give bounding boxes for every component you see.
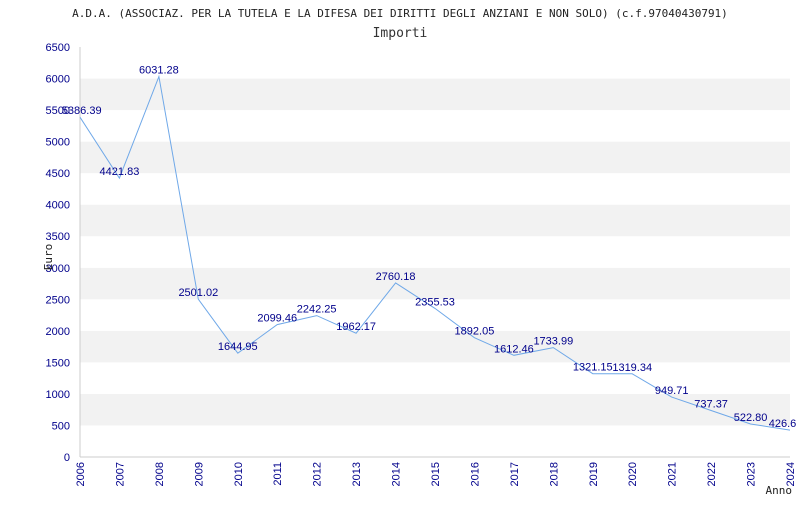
x-tick-label: 2010 <box>233 462 245 486</box>
x-tick-label: 2012 <box>312 462 324 486</box>
y-tick-label: 500 <box>52 420 70 432</box>
y-axis-label: Euro <box>42 244 55 271</box>
x-tick-label: 2009 <box>193 462 205 486</box>
data-label: 2501.02 <box>178 287 218 299</box>
data-labels: 5386.39 4421.83 6031.28 2501.02 1644.95 2099.… <box>62 65 796 431</box>
x-axis-label: Anno <box>766 484 793 497</box>
grid-band <box>80 299 790 331</box>
x-tick-label: 2020 <box>627 462 639 486</box>
x-tick-label: 2022 <box>706 462 718 486</box>
x-tick-label: 2007 <box>114 462 126 486</box>
data-label: 1319.34 <box>612 362 652 374</box>
grid-band <box>80 236 790 268</box>
x-tick-label: 2019 <box>588 462 600 486</box>
y-tick-label: 2500 <box>46 294 70 306</box>
y-tick-label: 1000 <box>46 389 70 401</box>
x-tick-label: 2018 <box>548 462 560 486</box>
chart-title: A.D.A. (ASSOCIAZ. PER LA TUTELA E LA DIF… <box>72 7 728 20</box>
data-label: 1733.99 <box>533 336 573 348</box>
data-label: 6031.28 <box>139 65 179 77</box>
x-tick-label: 2013 <box>351 462 363 486</box>
data-label: 1892.05 <box>455 326 495 338</box>
y-axis-ticks: 0 500 1000 1500 2000 2500 3000 3500 4000 4500 5000… <box>46 42 70 464</box>
data-label: 4421.83 <box>100 166 140 178</box>
y-tick-label: 2000 <box>46 326 70 338</box>
grid-band <box>80 425 790 457</box>
data-label: 1321.15 <box>573 362 613 374</box>
grid-band <box>80 78 790 111</box>
x-tick-label: 2015 <box>430 462 442 486</box>
y-tick-label: 5500 <box>46 105 70 117</box>
grid-band <box>80 47 790 79</box>
y-tick-label: 6500 <box>46 42 70 54</box>
grid-band <box>80 267 790 300</box>
grid-band <box>80 141 790 174</box>
x-tick-label: 2011 <box>272 462 284 486</box>
grid-band <box>80 362 790 394</box>
grid-band <box>80 204 790 237</box>
x-tick-label: 2006 <box>75 462 87 486</box>
chart-subtitle: Importi <box>373 26 428 41</box>
data-label: 1612.46 <box>494 343 534 355</box>
grid-band <box>80 393 790 426</box>
data-label: 1644.95 <box>218 341 258 353</box>
data-label: 949.71 <box>655 385 689 397</box>
y-tick-label: 4000 <box>46 200 70 212</box>
grid-band <box>80 110 790 142</box>
data-label: 522.80 <box>734 412 768 424</box>
x-tick-label: 2017 <box>509 462 521 486</box>
y-tick-label: 1500 <box>46 357 70 369</box>
grid-band <box>80 173 790 205</box>
x-tick-label: 2024 <box>785 462 797 486</box>
y-tick-label: 3000 <box>46 263 70 275</box>
grid-band <box>80 330 790 363</box>
series-line <box>79 74 791 431</box>
data-label: 2355.53 <box>415 296 455 308</box>
x-tick-label: 2016 <box>469 462 481 486</box>
y-tick-label: 4500 <box>46 168 70 180</box>
x-tick-label: 2021 <box>667 462 679 486</box>
x-axis-ticks: 2006 2007 2008 2009 2010 2011 2012 2013 2014 2015… <box>75 462 797 486</box>
data-label: 5386.39 <box>62 105 102 117</box>
data-label: 2760.18 <box>376 271 416 283</box>
data-label: 426.6 <box>769 418 797 430</box>
data-label: 2242.25 <box>297 304 337 316</box>
data-label: 2099.46 <box>257 313 297 325</box>
data-label: 1962.17 <box>336 321 376 333</box>
y-tick-label: 3500 <box>46 231 70 243</box>
y-tick-label: 0 <box>64 452 70 464</box>
y-tick-label: 6000 <box>46 74 70 86</box>
series <box>79 74 791 431</box>
y-tick-label: 5000 <box>46 137 70 149</box>
grid-bands <box>79 47 790 458</box>
x-tick-label: 2008 <box>154 462 166 486</box>
x-tick-label: 2023 <box>746 462 758 486</box>
data-label: 737.37 <box>694 398 728 410</box>
x-tick-label: 2014 <box>391 462 403 486</box>
